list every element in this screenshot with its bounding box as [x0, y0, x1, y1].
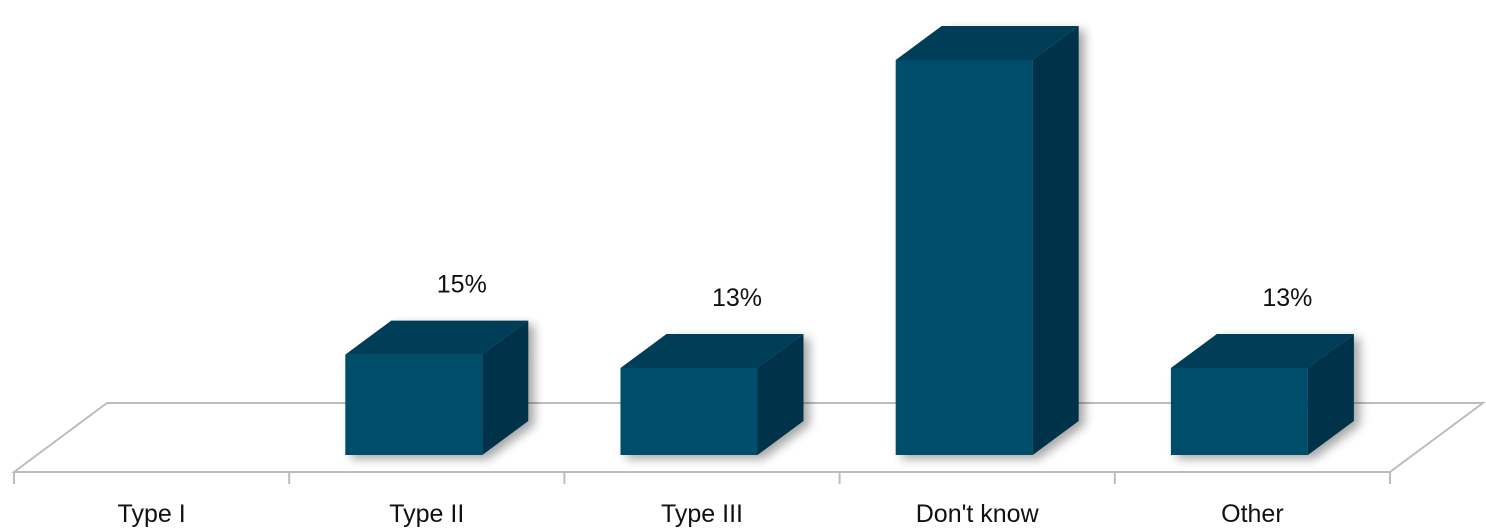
bar-front: [1170, 367, 1308, 455]
category-label-other: Other: [1221, 500, 1284, 528]
data-label-don-t-know: 59%: [987, 0, 1037, 4]
data-label-other: 13%: [1262, 284, 1312, 312]
bar-front: [895, 60, 1033, 455]
bar-front: [345, 354, 483, 455]
category-label-don-t-know: Don't know: [916, 500, 1040, 528]
bar-top: [895, 26, 1079, 60]
bar-type-ii: [345, 320, 529, 455]
bar-top: [620, 333, 804, 368]
bars: [345, 26, 1354, 455]
category-label-type-ii: Type II: [389, 500, 464, 528]
bar-type-iii: [620, 333, 804, 455]
category-label-type-iii: Type III: [661, 500, 743, 528]
bar-side: [1307, 333, 1354, 455]
bar-top: [345, 320, 529, 355]
data-label-type-iii: 13%: [712, 284, 762, 312]
x-axis-ticks: [13, 472, 1391, 484]
bar-side: [757, 333, 804, 455]
bar-front: [620, 367, 758, 455]
bar-don-t-know: [895, 26, 1079, 455]
bar-other: [1170, 333, 1354, 455]
category-label-type-i: Type I: [118, 500, 186, 528]
bar-side: [482, 320, 529, 455]
bar-side: [1032, 26, 1079, 455]
bar-top: [1170, 333, 1354, 368]
labels: Type I 15% Type II 13% Type III 59% Don't know…: [118, 0, 1313, 528]
data-label-type-ii: 15%: [437, 271, 487, 299]
